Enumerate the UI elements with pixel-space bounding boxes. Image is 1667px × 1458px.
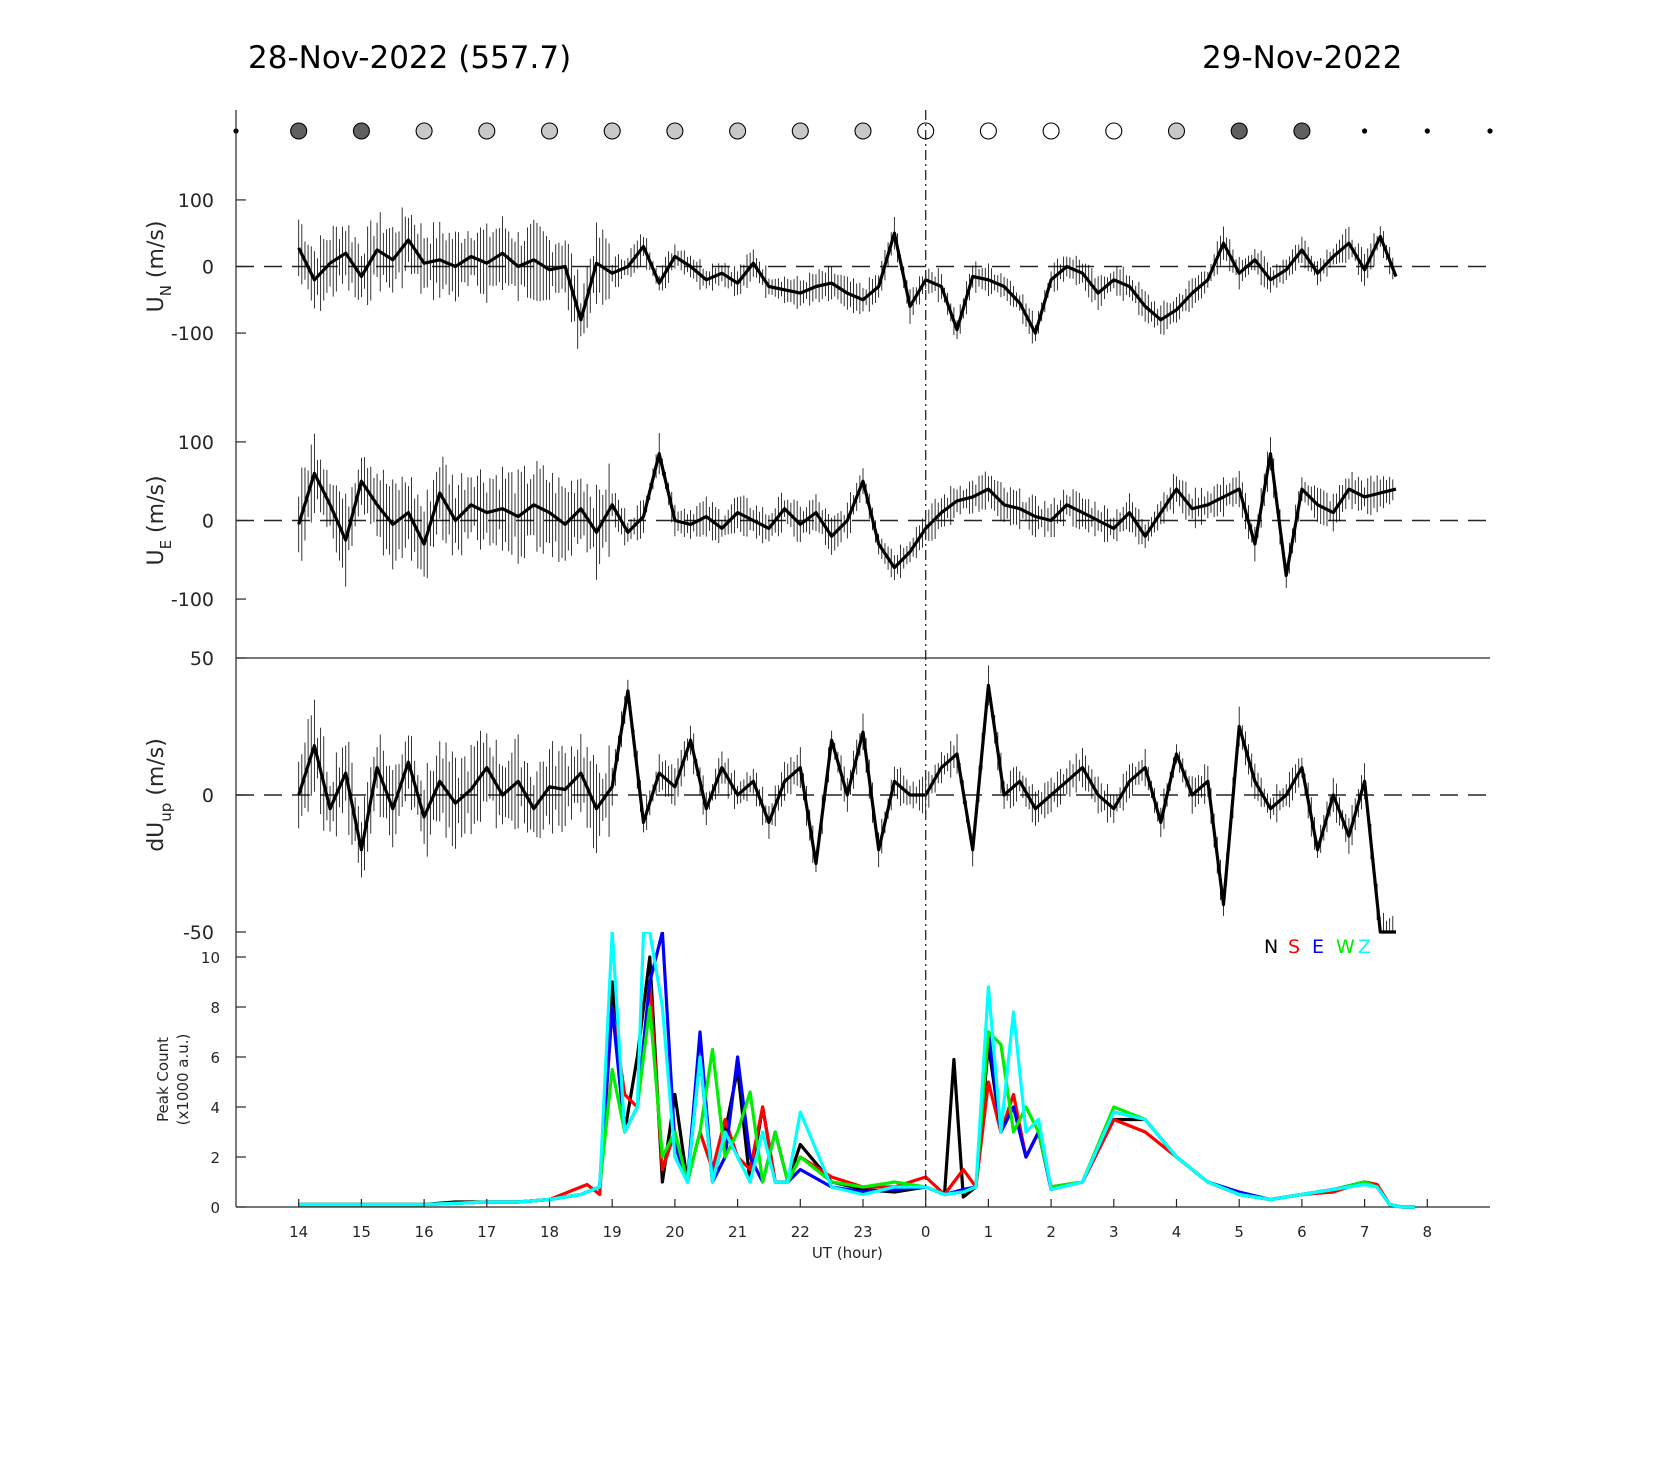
moon-marker-circle [791,122,809,140]
x-axis-label: UT (hour) [812,1244,883,1262]
legend-entry-s: S [1288,936,1300,958]
legend-entry-z: Z [1358,936,1371,958]
y-tick-label: 2 [210,1149,220,1167]
x-tick-label: 4 [1172,1223,1182,1241]
y-axis-label: dUup (m/s) [144,738,175,852]
moon-marker-circle [854,122,872,140]
moon-marker-circle [1230,122,1248,140]
y-tick-label: 10 [201,949,220,967]
series-line-z [298,932,1415,1209]
right-date-title: 29-Nov-2022 [1202,40,1403,76]
y-tick-label: 6 [210,1049,220,1067]
x-tick-label: 22 [791,1223,810,1241]
x-tick-label: 14 [289,1223,308,1241]
left-date-title: 28-Nov-2022 (557.7) [248,40,572,76]
series-line-w [298,1005,1415,1209]
series-line-n [298,955,1415,1209]
y-tick-label: 0 [202,511,214,533]
moon-phase-markers [233,122,1493,140]
moon-marker-circle [666,122,684,140]
y-axis-label: UN (m/s) [144,221,175,313]
y-tick-label: -100 [171,323,214,345]
x-tick-label: 8 [1423,1223,1433,1241]
x-tick-label: 23 [853,1223,872,1241]
x-tick-label: 17 [477,1223,496,1241]
moon-marker-circle [603,122,621,140]
peak-series [298,932,1415,1209]
moon-marker-circle [352,122,370,140]
x-tick-label: 3 [1109,1223,1119,1241]
moon-marker-circle [540,122,559,140]
y-tick-label: 8 [210,999,220,1017]
x-tick-label: 6 [1297,1223,1307,1241]
moon-marker-circle [1293,122,1311,140]
y-axis-label: UE (m/s) [144,475,175,565]
moon-marker-circle [1105,122,1123,140]
x-tick-label: 5 [1234,1223,1244,1241]
panel-peak-count: 0 2 4 6 8 10 Peak Count (x1000 a.u.) N S E W Z [154,932,1490,1217]
y-axis-label: Peak Count [154,1037,172,1122]
y-tick-label: 0 [210,1199,220,1217]
x-tick-label: 21 [728,1223,747,1241]
x-tick-label: 2 [1046,1223,1056,1241]
y-tick-label: 100 [178,432,214,454]
moon-marker-circle [1042,122,1060,140]
x-tick-label: 15 [352,1223,371,1241]
series-line [297,231,1398,335]
legend-entry-n: N [1264,936,1278,958]
y-tick-label: 100 [178,190,214,212]
moon-marker-circle [729,122,747,140]
moon-marker-circle [1167,122,1186,140]
moon-marker-circle [979,122,997,140]
x-tick-label: 16 [415,1223,434,1241]
moon-marker-dot [1362,128,1368,134]
moon-marker-circle [415,122,433,140]
error-bars [298,207,1394,349]
error-bars [298,665,1394,932]
series-line-e [298,932,1415,1209]
panel-duup: 50 0 -50 dUup (m/s) [144,648,1490,944]
legend-entry-e: E [1312,936,1324,958]
series-line-s [298,980,1415,1209]
x-tick-label: 20 [665,1223,684,1241]
series-line [297,683,1396,934]
series-line [297,452,1397,578]
y-tick-label: -100 [171,589,214,611]
y-axis-label-units: (x1000 a.u.) [174,1034,192,1126]
y-tick-label: 4 [210,1099,220,1117]
y-tick-label: 0 [202,257,214,279]
panel-un: 100 0 -100 UN (m/s) [144,150,1490,383]
moon-marker-circle [478,122,496,140]
y-tick-label: -50 [183,922,214,944]
moon-marker-dot [1424,128,1430,134]
moon-marker-dot [1487,128,1493,134]
midnight-line [235,110,927,1207]
legend-entry-w: W [1336,936,1355,958]
x-axis: 14 15 16 17 18 19 20 21 22 23 0 1 2 3 4 5 6 7 8UT (hour) [289,1199,1432,1262]
x-tick-label: 18 [540,1223,559,1241]
x-tick-label: 0 [921,1223,931,1241]
y-tick-label: 0 [202,785,214,807]
x-tick-label: 19 [603,1223,622,1241]
y-tick-label: 50 [190,648,214,670]
moon-marker-circle [290,122,308,140]
x-tick-label: 7 [1360,1223,1370,1241]
panel-ue: 100 0 -100 UE (m/s) [144,383,1490,658]
x-tick-label: 1 [984,1223,994,1241]
error-bars [298,433,1394,589]
